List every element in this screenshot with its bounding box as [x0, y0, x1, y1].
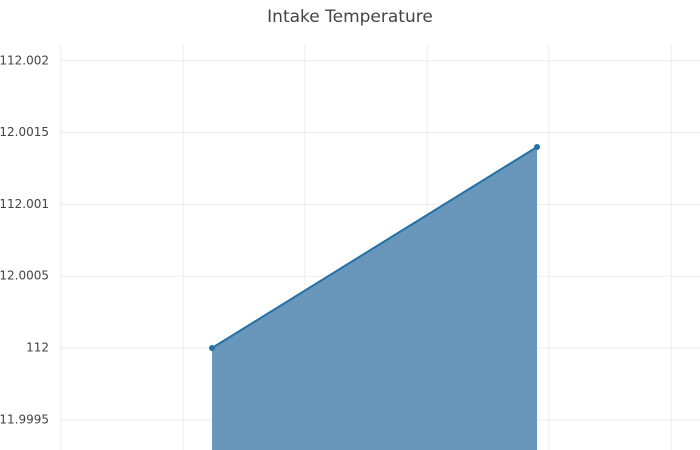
y-tick-label: 112.0015 [0, 125, 49, 139]
area-fill [212, 146, 537, 450]
y-tick-label: 112.002 [0, 53, 49, 67]
y-tick-label: 112.0005 [0, 269, 49, 283]
y-tick-label: 112 [26, 341, 49, 355]
y-tick-label: 111.9995 [0, 412, 49, 426]
chart-title: Intake Temperature [267, 7, 433, 27]
x-grid [60, 45, 672, 450]
line [211, 146, 538, 349]
point [534, 143, 540, 150]
point [209, 345, 215, 352]
y-tick-label: 112.001 [0, 197, 49, 211]
